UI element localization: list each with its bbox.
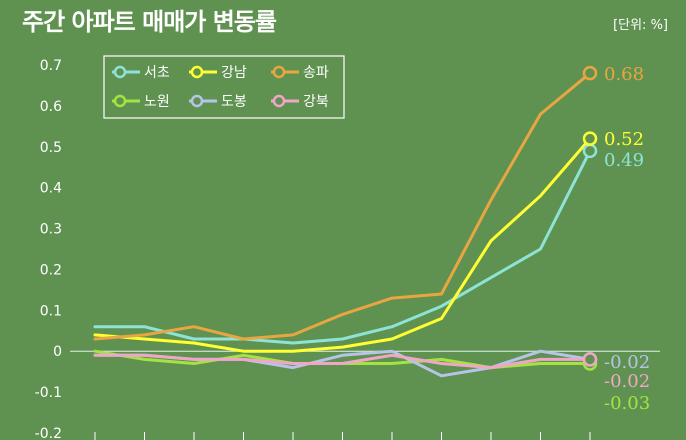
- legend-marker-5: [190, 94, 204, 108]
- y-tick-label: 0.6: [40, 99, 62, 115]
- legend-label-1: 서초: [144, 65, 170, 81]
- legend-marker-3: [272, 65, 286, 79]
- end-label-5: -0.02: [604, 352, 650, 373]
- legend-label-3: 송파: [303, 65, 329, 81]
- end-label-4: -0.03: [604, 393, 650, 414]
- end-label-1: 0.49: [604, 150, 644, 171]
- unit-label: [단위: %]: [613, 18, 668, 33]
- end-label-3: 0.68: [604, 64, 644, 85]
- end-marker-6: [582, 352, 598, 367]
- series-line-2: [93, 137, 592, 353]
- series-line-3: [93, 71, 592, 341]
- y-tick-label: -0.2: [35, 426, 62, 440]
- legend-label-2: 강남: [221, 65, 247, 81]
- end-label-2: 0.52: [604, 129, 644, 150]
- end-marker-1: [582, 143, 598, 159]
- legend-marker-6: [272, 94, 286, 108]
- end-marker-3: [582, 65, 598, 81]
- y-tick-label: 0: [53, 344, 62, 360]
- legend-label-5: 도봉: [221, 94, 247, 110]
- legend-label-6: 강북: [303, 94, 329, 110]
- y-tick-label: 0.3: [40, 222, 62, 238]
- legend-marker-4: [113, 94, 127, 108]
- y-tick-label: 0.4: [40, 181, 62, 197]
- end-marker-2: [582, 131, 598, 146]
- y-tick-label: 0.7: [40, 58, 62, 74]
- y-tick-label: 0.1: [40, 303, 62, 319]
- chart-title: 주간 아파트 매매가 변동률: [22, 8, 277, 36]
- end-label-6: -0.02: [604, 371, 650, 392]
- legend-marker-2: [190, 65, 204, 79]
- y-tick-label: 0.5: [40, 140, 62, 156]
- legend-box: [103, 55, 345, 119]
- y-tick-label: -0.1: [35, 385, 62, 401]
- legend-marker-1: [113, 65, 127, 79]
- legend-label-4: 노원: [144, 94, 170, 110]
- y-tick-label: 0.2: [40, 262, 62, 278]
- series-line-1: [93, 149, 592, 345]
- series-line-6: [93, 353, 592, 370]
